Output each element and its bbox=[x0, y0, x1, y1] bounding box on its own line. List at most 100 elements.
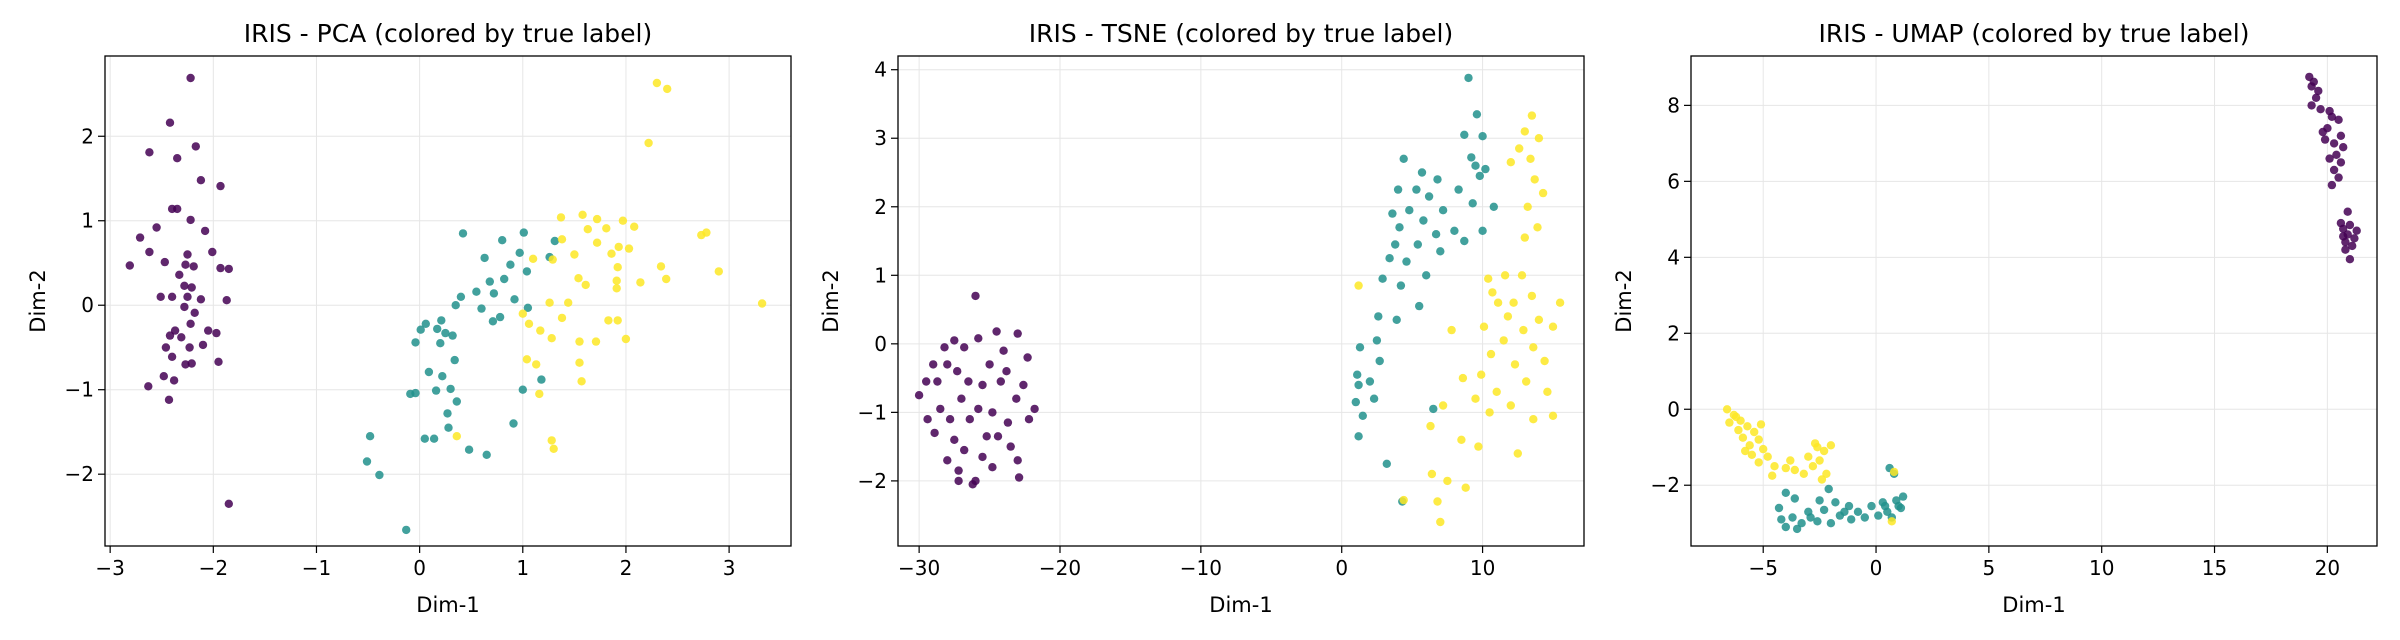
data-point-class-0 bbox=[125, 261, 134, 270]
data-point-class-2 bbox=[1519, 325, 1528, 335]
data-point-class-2 bbox=[636, 278, 645, 287]
data-point-class-0 bbox=[965, 415, 974, 424]
y-tick-label: 8 bbox=[1667, 93, 1680, 117]
data-point-class-0 bbox=[1019, 380, 1028, 390]
data-point-class-1 bbox=[1351, 397, 1361, 407]
data-point-class-1 bbox=[495, 312, 505, 322]
data-point-class-0 bbox=[2352, 226, 2361, 235]
data-point-class-1 bbox=[1464, 73, 1473, 83]
data-point-class-0 bbox=[2350, 234, 2359, 243]
data-point-class-0 bbox=[167, 204, 177, 214]
data-point-class-1 bbox=[402, 525, 411, 535]
y-axis-label: Dim-2 bbox=[1612, 269, 1636, 332]
data-point-class-0 bbox=[971, 291, 980, 301]
x-tick-label: 1 bbox=[516, 556, 529, 580]
y-axis-label: Dim-2 bbox=[819, 269, 843, 332]
data-point-class-1 bbox=[1419, 216, 1428, 225]
data-point-class-1 bbox=[488, 317, 498, 326]
data-point-class-0 bbox=[190, 308, 199, 317]
data-point-class-2 bbox=[1741, 446, 1750, 456]
data-point-class-2 bbox=[592, 214, 602, 224]
data-point-class-2 bbox=[1510, 360, 1520, 369]
data-point-class-0 bbox=[2343, 207, 2352, 216]
data-point-class-1 bbox=[1388, 209, 1397, 218]
data-point-class-0 bbox=[145, 247, 154, 257]
data-point-class-1 bbox=[436, 339, 445, 348]
data-point-class-2 bbox=[547, 436, 556, 445]
data-point-class-1 bbox=[1412, 185, 1421, 194]
data-point-class-1 bbox=[1385, 254, 1394, 263]
data-point-class-1 bbox=[1826, 519, 1836, 528]
data-point-class-1 bbox=[1396, 281, 1406, 290]
data-point-class-1 bbox=[1792, 524, 1802, 534]
data-point-class-2 bbox=[1526, 154, 1535, 163]
data-point-class-1 bbox=[1840, 507, 1849, 516]
ticks: −3 −2 −1 0 1 2 3 −2 −1 0 1 2 bbox=[65, 124, 736, 580]
y-tick-label: 3 bbox=[874, 126, 887, 150]
data-point-class-0 bbox=[2334, 115, 2343, 125]
data-point-class-0 bbox=[224, 264, 233, 274]
data-point-class-0 bbox=[161, 343, 171, 352]
data-point-class-1 bbox=[480, 253, 489, 263]
data-point-class-1 bbox=[1467, 153, 1476, 162]
data-point-class-0 bbox=[982, 432, 991, 441]
data-point-class-2 bbox=[1447, 325, 1456, 335]
data-point-class-2 bbox=[1815, 456, 1824, 465]
data-point-class-2 bbox=[1484, 274, 1493, 283]
data-point-class-2 bbox=[621, 334, 631, 344]
scatter-points bbox=[125, 73, 767, 535]
data-point-class-2 bbox=[557, 313, 567, 323]
data-point-class-2 bbox=[547, 334, 556, 343]
data-point-class-2 bbox=[545, 298, 554, 307]
data-point-class-2 bbox=[1826, 441, 1836, 450]
data-point-class-2 bbox=[1486, 349, 1496, 359]
y-tick-label: 2 bbox=[81, 124, 94, 148]
data-point-class-2 bbox=[1485, 408, 1494, 417]
data-point-class-0 bbox=[929, 360, 938, 369]
data-point-class-2 bbox=[581, 280, 590, 290]
grid bbox=[898, 56, 1584, 546]
data-point-class-2 bbox=[1474, 442, 1483, 451]
data-point-class-1 bbox=[1450, 226, 1459, 235]
data-point-class-2 bbox=[1520, 233, 1530, 242]
data-point-class-1 bbox=[1475, 171, 1485, 181]
data-point-class-1 bbox=[1777, 515, 1786, 524]
y-tick-label: −1 bbox=[858, 400, 887, 424]
data-point-class-2 bbox=[1768, 471, 1777, 480]
data-point-class-1 bbox=[431, 386, 441, 395]
data-point-class-1 bbox=[437, 316, 446, 325]
data-point-class-0 bbox=[180, 302, 189, 312]
data-point-class-2 bbox=[613, 316, 622, 325]
data-point-class-2 bbox=[1817, 475, 1827, 484]
data-point-class-0 bbox=[145, 148, 154, 157]
data-point-class-1 bbox=[1481, 164, 1490, 174]
data-point-class-2 bbox=[1479, 322, 1489, 331]
data-point-class-2 bbox=[1738, 433, 1748, 442]
data-point-class-0 bbox=[923, 415, 932, 424]
axes-frame bbox=[1690, 55, 2378, 547]
data-point-class-0 bbox=[165, 331, 175, 340]
data-point-class-2 bbox=[1438, 401, 1448, 410]
y-tick-label: 0 bbox=[874, 332, 887, 356]
y-tick-label: −2 bbox=[65, 462, 94, 486]
data-point-class-0 bbox=[974, 334, 983, 343]
x-tick-label: −30 bbox=[898, 556, 940, 580]
data-point-class-0 bbox=[189, 262, 198, 271]
data-point-class-1 bbox=[1402, 257, 1411, 266]
data-point-class-2 bbox=[1822, 469, 1831, 478]
data-point-class-2 bbox=[1763, 452, 1772, 461]
y-tick-label: 1 bbox=[874, 263, 887, 287]
data-point-class-0 bbox=[2336, 131, 2346, 140]
data-point-class-2 bbox=[1543, 387, 1552, 396]
data-point-class-1 bbox=[458, 229, 468, 238]
x-tick-label: 0 bbox=[1870, 556, 1883, 580]
data-point-class-2 bbox=[602, 224, 611, 233]
data-point-class-0 bbox=[196, 176, 206, 185]
data-point-class-0 bbox=[152, 223, 161, 232]
data-point-class-2 bbox=[1457, 435, 1466, 444]
data-point-class-0 bbox=[165, 118, 175, 127]
data-point-class-1 bbox=[1489, 202, 1499, 211]
data-point-class-2 bbox=[1540, 356, 1549, 366]
